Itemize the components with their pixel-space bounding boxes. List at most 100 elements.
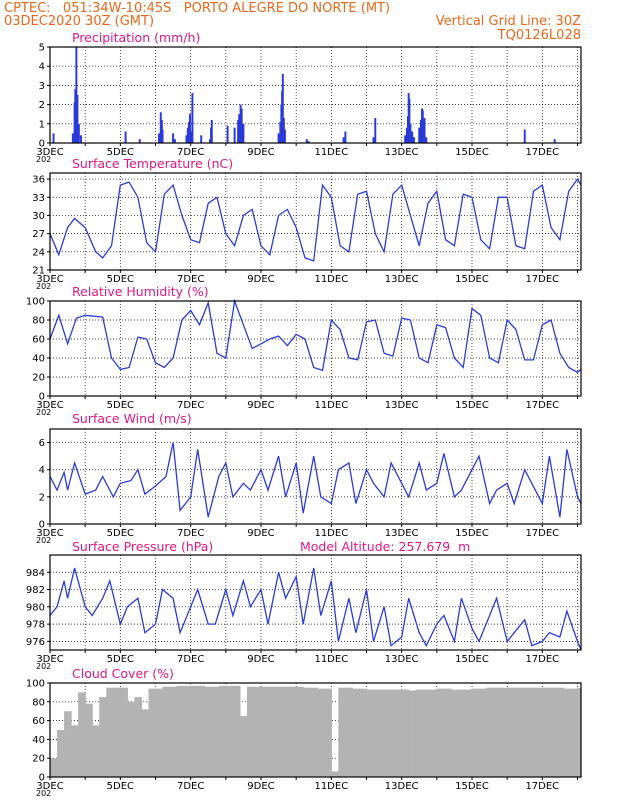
year-label: 202 [36,408,51,417]
x-tick-label: 15DEC [455,147,489,158]
x-tick-label: 5DEC [107,147,134,158]
cloud-bar [429,689,438,777]
y-tick-label: 976 [26,637,45,648]
precip-bar [210,119,213,143]
x-tick-label: 15DEC [455,400,489,411]
x-tick-label: 7DEC [177,528,204,539]
cloud-bar [50,758,58,777]
cloud-bar [190,685,199,777]
cloud-bar [521,687,529,777]
header-date: 03DEC2020 30Z (GMT) [4,14,154,29]
series-line [49,298,582,374]
precip-bar [237,119,240,143]
y-tick-label: 3 [39,81,45,92]
cloud-bar [310,687,318,777]
panel-1: 0 1 2 3 4 5 3DEC 5DEC 7DEC 9DEC 11DEC 13DEC 15DEC 17D… [36,30,582,164]
x-tick-label: 13DEC [385,528,419,539]
y-tick-label: 6 [39,438,45,449]
precip-bar [277,133,280,143]
cloud-bar [268,686,276,777]
year-label: 202 [36,536,51,545]
model-altitude-annotation: Model Altitude: 257.679 m [300,539,470,554]
x-tick-label: 3DEC [36,654,63,665]
x-tick-label: 3DEC [36,147,63,158]
x-tick-label: 5DEC [107,274,134,285]
cloud-bar [317,688,325,777]
y-tick-label: 2 [39,100,45,111]
x-tick-label: 13DEC [385,274,419,285]
panel-5: 976 978 980 982 984 3DEC 5DEC 7DEC 9DEC 11DEC 13DE… [26,539,582,671]
precip-bar [553,139,556,143]
x-tick-label: 17DEC [525,147,559,158]
cloud-bar [148,688,157,777]
cloud-bar [464,689,473,777]
x-tick-label: 17DEC [525,400,559,411]
x-tick-label: 15DEC [455,654,489,665]
y-tick-label: 40 [32,735,45,746]
precip-bar [307,141,310,143]
cloud-bar [471,688,480,777]
precip-bar [186,127,189,143]
panel-frame [49,46,582,144]
precip-bar [344,131,347,143]
y-tick-label: 60 [32,716,45,727]
y-tick-label: 0 [39,520,45,531]
cloud-bar [528,687,536,777]
panel-title: Precipitation (mm/h) [72,30,200,45]
panel-frame [49,682,582,778]
precip-bar [283,129,286,143]
precip-bar [74,89,77,143]
y-tick-label: 20 [32,373,45,384]
cloud-bar [450,689,459,777]
y-tick-label: 0 [39,392,45,403]
cloud-bar [106,687,114,777]
precip-bar [138,139,141,143]
cloud-bar [92,725,100,777]
cloud-bar [366,689,375,777]
precip-bar [189,131,192,143]
cloud-bar [570,688,579,777]
series-line [49,567,582,651]
panels: 0 1 2 3 4 5 3DEC 5DEC 7DEC 9DEC 11DEC 13DEC 15DEC 17D… [26,30,582,798]
precip-bar [374,118,377,143]
precip-bar [191,93,194,143]
precip-bar [172,133,175,143]
cloud-bar [493,687,501,777]
x-tick-label: 5DEC [107,400,134,411]
cloud-bar [141,709,150,777]
cloud-bar [225,685,234,777]
x-tick-label: 17DEC [525,654,559,665]
panel-frame [49,172,582,271]
header-model-code: TQ0126L028 [497,28,581,43]
y-tick-label: 100 [26,297,45,308]
panel-title: Cloud Cover (%) [72,666,174,681]
x-tick-label: 3DEC [36,528,63,539]
x-tick-label: 9DEC [247,274,274,285]
cloud-bar [282,686,290,777]
panel-title: Relative Humidity (%) [72,284,209,299]
cloud-bar [563,688,572,777]
x-tick-label: 17DEC [525,528,559,539]
cloud-bar [204,686,213,777]
y-tick-label: 1 [39,119,45,130]
x-tick-label: 9DEC [247,400,274,411]
x-tick-label: 7DEC [177,781,204,792]
panel-title: Surface Temperature (nC) [72,156,233,171]
y-tick-label: 40 [32,354,45,365]
cloud-bar [549,687,557,777]
precip-bar [200,135,203,143]
y-tick-label: 984 [26,568,45,579]
y-tick-label: 4 [39,62,45,73]
y-tick-label: 100 [26,679,45,690]
cloud-bar [260,686,269,777]
cloud-bar [246,686,255,777]
x-tick-label: 17DEC [525,781,559,792]
x-tick-label: 13DEC [385,654,419,665]
precip-bar [405,127,408,143]
y-tick-label: 33 [32,193,45,204]
year-label: 202 [36,789,51,798]
y-tick-label: 978 [26,620,45,631]
precip-bar [342,137,345,143]
precip-bar [279,121,282,143]
